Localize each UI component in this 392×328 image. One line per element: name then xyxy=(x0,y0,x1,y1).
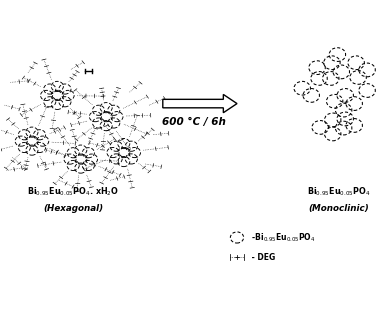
Text: -Bi$_{0.95}$Eu$_{0.05}$PO$_4$: -Bi$_{0.95}$Eu$_{0.05}$PO$_4$ xyxy=(249,231,315,244)
Text: (Hexagonal): (Hexagonal) xyxy=(43,204,103,213)
Text: Bi$_{0.95}$Eu$_{0.05}$PO$_4$. xH$_2$O: Bi$_{0.95}$Eu$_{0.05}$PO$_4$. xH$_2$O xyxy=(27,185,119,198)
Text: (Monoclinic): (Monoclinic) xyxy=(308,204,369,213)
Text: Bi$_{0.95}$Eu$_{0.05}$PO$_4$: Bi$_{0.95}$Eu$_{0.05}$PO$_4$ xyxy=(307,185,370,198)
Text: - DEG: - DEG xyxy=(249,253,275,262)
Text: 600 °C / 6h: 600 °C / 6h xyxy=(162,117,226,127)
